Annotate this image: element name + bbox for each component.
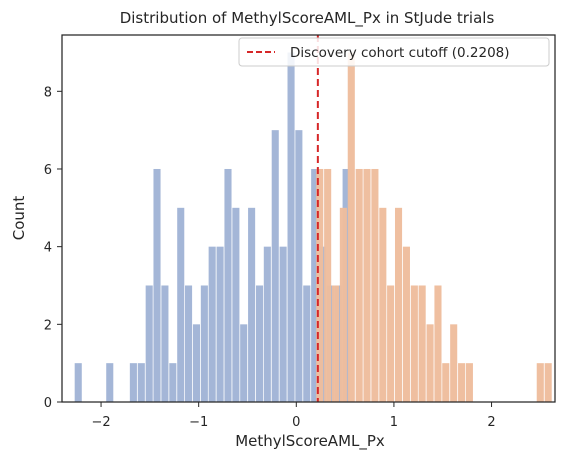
histogram-bar-1-6 bbox=[363, 168, 371, 402]
histogram-bar-1-7 bbox=[371, 168, 379, 402]
bars-layer bbox=[74, 52, 552, 402]
y-tick-label: 0 bbox=[44, 396, 52, 411]
histogram-bar-0-3 bbox=[137, 363, 145, 402]
histogram-bar-1-11 bbox=[402, 246, 410, 402]
x-tick-label: 1 bbox=[390, 415, 398, 430]
y-axis-label: Count bbox=[10, 196, 28, 241]
histogram-bar-1-19 bbox=[465, 363, 473, 402]
histogram-bar-1-0 bbox=[316, 168, 324, 402]
plot-frame bbox=[61, 34, 556, 403]
x-tick-label: −2 bbox=[91, 415, 110, 430]
histogram-bar-1-20 bbox=[536, 363, 544, 402]
histogram-bar-1-14 bbox=[426, 324, 434, 402]
histogram-bar-0-13 bbox=[216, 246, 224, 402]
histogram-bar-0-11 bbox=[200, 285, 208, 402]
histogram-bar-1-2 bbox=[331, 285, 340, 402]
histogram-bar-1-8 bbox=[379, 207, 387, 402]
histogram-bar-0-18 bbox=[255, 285, 264, 402]
histogram-bar-1-9 bbox=[387, 285, 395, 402]
histogram-bar-0-2 bbox=[129, 363, 137, 402]
histogram-bar-0-24 bbox=[303, 285, 311, 402]
histogram-bar-0-19 bbox=[263, 246, 271, 402]
histogram-bar-0-21 bbox=[279, 246, 287, 402]
x-tick-label: 2 bbox=[487, 415, 495, 430]
histogram-bar-0-5 bbox=[153, 168, 161, 402]
histogram-bar-0-7 bbox=[169, 363, 177, 402]
histogram-bar-1-1 bbox=[324, 168, 332, 402]
histogram-bar-1-12 bbox=[410, 285, 418, 402]
x-tick-label: 0 bbox=[292, 415, 300, 430]
y-tick-label: 8 bbox=[44, 85, 52, 100]
x-tick-label: −1 bbox=[189, 415, 208, 430]
histogram-bar-0-12 bbox=[208, 246, 216, 402]
histogram-bar-1-13 bbox=[418, 285, 426, 402]
histogram-bar-0-17 bbox=[248, 207, 256, 402]
histogram-bar-1-17 bbox=[450, 324, 458, 402]
histogram-bar-0-15 bbox=[232, 207, 240, 402]
histogram-bar-1-3 bbox=[339, 207, 347, 402]
histogram-bar-0-4 bbox=[145, 285, 153, 402]
histogram-bar-0-14 bbox=[224, 168, 232, 402]
histogram-bar-0-8 bbox=[177, 207, 185, 402]
y-tick-label: 4 bbox=[44, 241, 52, 256]
x-tick-group: −2 −1 0 1 2 bbox=[91, 402, 496, 430]
histogram-bar-0-20 bbox=[271, 130, 279, 402]
histogram-bar-1-21 bbox=[544, 363, 552, 402]
histogram-bar-0-23 bbox=[295, 130, 303, 402]
histogram-bar-1-16 bbox=[442, 363, 450, 402]
histogram-bar-0-0 bbox=[74, 363, 82, 402]
histogram-bar-1-10 bbox=[394, 207, 403, 402]
y-tick-group: 0 2 4 6 8 bbox=[44, 85, 62, 411]
histogram-bar-0-6 bbox=[161, 285, 169, 402]
histogram-bar-0-9 bbox=[185, 285, 193, 402]
legend: Discovery cohort cutoff (0.2208) bbox=[238, 37, 550, 67]
histogram-bar-1-15 bbox=[434, 285, 442, 402]
x-axis-label: MethylScoreAML_Px bbox=[235, 432, 385, 451]
histogram-bar-1-4 bbox=[347, 52, 355, 402]
legend-box bbox=[238, 37, 550, 67]
chart-title: Distribution of MethylScoreAML_Px in StJ… bbox=[120, 9, 495, 28]
y-tick-label: 6 bbox=[44, 163, 52, 178]
histogram-bar-1-5 bbox=[355, 168, 363, 402]
y-tick-label: 2 bbox=[44, 318, 52, 333]
histogram-bar-0-1 bbox=[106, 363, 114, 402]
histogram-bar-0-16 bbox=[240, 324, 248, 402]
legend-label-cutoff: Discovery cohort cutoff (0.2208) bbox=[290, 45, 510, 61]
histogram-bar-0-10 bbox=[192, 324, 200, 402]
histogram-bar-1-18 bbox=[458, 363, 466, 402]
histogram-bar-0-22 bbox=[287, 52, 295, 402]
histogram-bar-0-25 bbox=[311, 168, 319, 402]
